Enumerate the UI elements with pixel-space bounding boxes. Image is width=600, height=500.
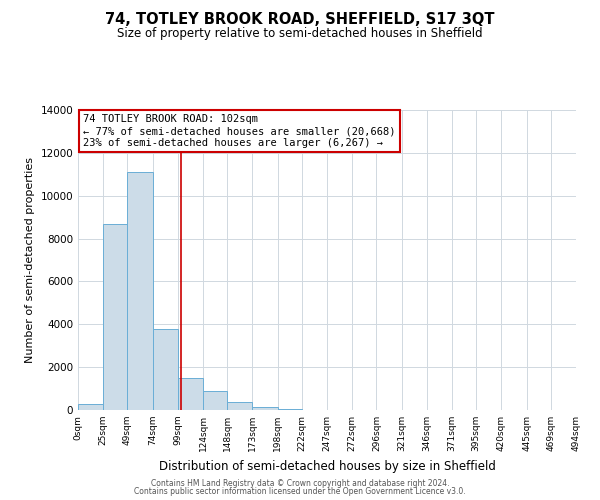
- Bar: [203, 390, 227, 410]
- Text: 74, TOTLEY BROOK ROAD, SHEFFIELD, S17 3QT: 74, TOTLEY BROOK ROAD, SHEFFIELD, S17 3Q…: [105, 12, 495, 28]
- Bar: [278, 408, 302, 410]
- Text: 74 TOTLEY BROOK ROAD: 102sqm
← 77% of semi-detached houses are smaller (20,668)
: 74 TOTLEY BROOK ROAD: 102sqm ← 77% of se…: [83, 114, 395, 148]
- Y-axis label: Number of semi-detached properties: Number of semi-detached properties: [25, 157, 35, 363]
- Bar: [103, 224, 127, 410]
- Text: Contains public sector information licensed under the Open Government Licence v3: Contains public sector information licen…: [134, 487, 466, 496]
- Bar: [227, 402, 253, 410]
- Bar: [253, 407, 278, 410]
- X-axis label: Distribution of semi-detached houses by size in Sheffield: Distribution of semi-detached houses by …: [158, 460, 496, 472]
- Bar: [152, 328, 178, 410]
- Bar: [178, 378, 203, 410]
- Text: Size of property relative to semi-detached houses in Sheffield: Size of property relative to semi-detach…: [117, 28, 483, 40]
- Text: Contains HM Land Registry data © Crown copyright and database right 2024.: Contains HM Land Registry data © Crown c…: [151, 478, 449, 488]
- Bar: [127, 172, 152, 410]
- Bar: [78, 404, 103, 410]
